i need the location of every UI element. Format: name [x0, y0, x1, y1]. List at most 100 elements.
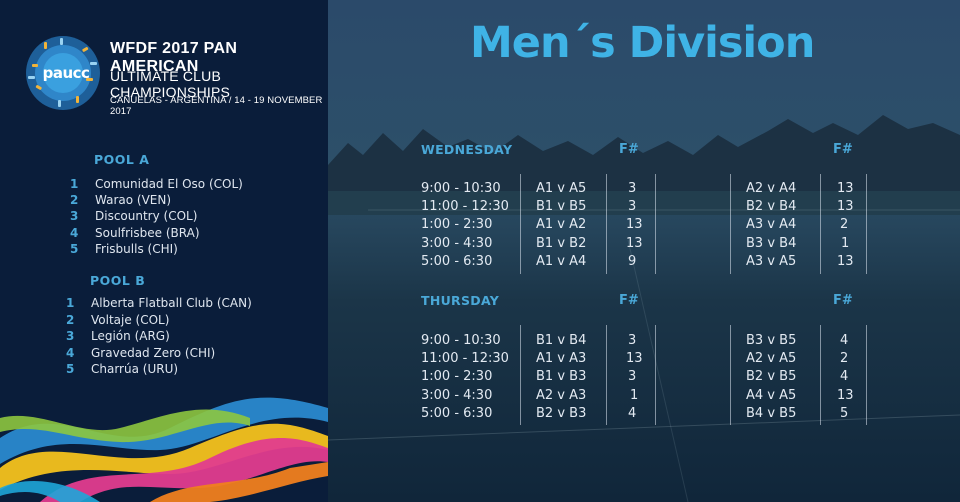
day-label-thursday: THURSDAY	[421, 293, 500, 308]
match: A1 v A3	[536, 351, 587, 366]
match: B2 v B3	[536, 406, 587, 421]
match: B1 v B4	[536, 333, 587, 348]
time-slot: 9:00 - 10:30	[421, 181, 501, 196]
pool-b-title: POOL B	[90, 273, 146, 288]
time-slot: 1:00 - 2:30	[421, 369, 493, 384]
field-header: F#	[619, 293, 639, 308]
field-lines	[328, 209, 960, 502]
logo-text: paucc	[42, 64, 90, 82]
column-divider	[820, 174, 821, 274]
team-name: Gravedad Zero (CHI)	[91, 346, 216, 360]
field-number: 2	[840, 351, 849, 366]
column-divider	[866, 174, 867, 274]
team-seed: 1	[66, 296, 75, 310]
column-divider	[655, 325, 656, 425]
column-divider	[606, 174, 607, 274]
time-slot: 5:00 - 6:30	[421, 406, 493, 421]
field-number: 4	[628, 406, 637, 421]
team-seed: 1	[70, 177, 79, 191]
left-panel: paucc WFDF 2017 PAN AMERICAN ULTIMATE CL…	[0, 0, 328, 502]
team-name: Soulfrisbee (BRA)	[95, 226, 200, 240]
match: B4 v B5	[746, 406, 797, 421]
team-name: Comunidad El Oso (COL)	[95, 177, 243, 191]
field-number: 4	[840, 369, 849, 384]
time-slot: 1:00 - 2:30	[421, 217, 493, 232]
field-number: 3	[628, 333, 637, 348]
column-divider	[866, 325, 867, 425]
match: A1 v A4	[536, 254, 587, 269]
team-name: Alberta Flatball Club (CAN)	[91, 296, 252, 310]
field-number: 3	[628, 199, 637, 214]
match: A2 v A5	[746, 351, 797, 366]
field-number: 13	[837, 388, 854, 403]
time-slot: 3:00 - 4:30	[421, 236, 493, 251]
match: B1 v B5	[536, 199, 587, 214]
team-seed: 5	[70, 242, 79, 256]
field-header: F#	[833, 142, 853, 157]
match: B2 v B5	[746, 369, 797, 384]
column-divider	[520, 174, 521, 274]
field-number: 4	[840, 333, 849, 348]
team-name: Discountry (COL)	[95, 209, 198, 223]
time-slot: 5:00 - 6:30	[421, 254, 493, 269]
field-background	[328, 0, 960, 502]
decorative-ribbons	[0, 397, 328, 502]
column-divider	[606, 325, 607, 425]
team-seed: 4	[70, 226, 79, 240]
column-divider	[520, 325, 521, 425]
field-header: F#	[619, 142, 639, 157]
field-number: 13	[837, 254, 854, 269]
time-slot: 3:00 - 4:30	[421, 388, 493, 403]
time-slot: 11:00 - 12:30	[421, 351, 509, 366]
event-subtitle: ULTIMATE CLUB CHAMPIONSHIPS	[110, 68, 231, 100]
treeline-silhouette	[328, 115, 960, 215]
field-number: 5	[840, 406, 849, 421]
match: B2 v B4	[746, 199, 797, 214]
pool-a-title: POOL A	[94, 152, 150, 167]
team-seed: 2	[70, 193, 79, 207]
team-seed: 3	[70, 209, 79, 223]
column-divider	[730, 174, 731, 274]
field-header: F#	[833, 293, 853, 308]
field-number: 3	[628, 369, 637, 384]
team-name: Voltaje (COL)	[91, 313, 170, 327]
match: A1 v A5	[536, 181, 587, 196]
team-seed: 5	[66, 362, 75, 376]
field-number: 2	[840, 217, 849, 232]
field-number: 13	[626, 217, 643, 232]
match: A4 v A5	[746, 388, 797, 403]
field-number: 13	[837, 181, 854, 196]
field-number: 13	[837, 199, 854, 214]
column-divider	[655, 174, 656, 274]
match: A1 v A2	[536, 217, 587, 232]
team-seed: 3	[66, 329, 75, 343]
match: A2 v A3	[536, 388, 587, 403]
field-number: 13	[626, 236, 643, 251]
field-number: 1	[841, 236, 850, 251]
match: B3 v B4	[746, 236, 797, 251]
field-number: 1	[630, 388, 639, 403]
team-name: Warao (VEN)	[95, 193, 172, 207]
match: A3 v A4	[746, 217, 797, 232]
event-location: CAÑUELAS - ARGENTINA / 14 - 19 NOVEMBER …	[110, 95, 323, 117]
event-title: WFDF 2017 PAN AMERICAN	[110, 40, 238, 75]
match: A2 v A4	[746, 181, 797, 196]
match: A3 v A5	[746, 254, 797, 269]
team-name: Frisbulls (CHI)	[95, 242, 178, 256]
paucc-logo	[26, 36, 100, 110]
column-divider	[820, 325, 821, 425]
field-number: 3	[628, 181, 637, 196]
team-name: Charrúa (URU)	[91, 362, 179, 376]
day-label-wednesday: WEDNESDAY	[421, 142, 513, 157]
match: B3 v B5	[746, 333, 797, 348]
division-title: Men´s Division	[470, 18, 815, 68]
field-number: 9	[628, 254, 637, 269]
column-divider	[730, 325, 731, 425]
time-slot: 9:00 - 10:30	[421, 333, 501, 348]
team-name: Legión (ARG)	[91, 329, 170, 343]
team-seed: 4	[66, 346, 75, 360]
team-seed: 2	[66, 313, 75, 327]
time-slot: 11:00 - 12:30	[421, 199, 509, 214]
match: B1 v B2	[536, 236, 587, 251]
match: B1 v B3	[536, 369, 587, 384]
